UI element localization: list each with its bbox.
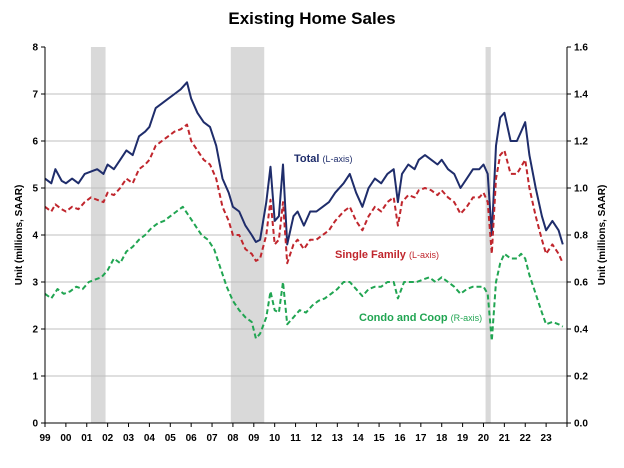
right-tick-label: 1.2 xyxy=(574,137,588,148)
x-tick-label: 02 xyxy=(102,433,114,444)
x-tick-label: 22 xyxy=(520,433,532,444)
series-label-name: Condo and Coop xyxy=(359,312,451,324)
right-tick-label: 1.6 xyxy=(574,43,588,54)
x-tick-label: 08 xyxy=(227,433,239,444)
x-tick-label: 12 xyxy=(311,433,323,444)
series-label-name: Single Family xyxy=(335,249,409,261)
x-tick-label: 15 xyxy=(374,433,386,444)
x-tick-label: 19 xyxy=(457,433,469,444)
right-tick-label: 1.0 xyxy=(574,184,588,195)
right-tick-label: 0.6 xyxy=(574,278,588,289)
x-tick-label: 14 xyxy=(353,433,365,444)
series-label-single-family: Single Family (L-axis) xyxy=(335,249,439,261)
left-tick-label: 1 xyxy=(32,372,38,383)
left-tick-label: 6 xyxy=(32,137,38,148)
x-tick-label: 04 xyxy=(144,433,156,444)
left-tick-label: 4 xyxy=(32,231,38,242)
left-tick-label: 3 xyxy=(32,278,38,289)
left-tick-label: 7 xyxy=(32,90,38,101)
series-label-total: Total (L-axis) xyxy=(294,153,353,165)
x-tick-label: 07 xyxy=(206,433,218,444)
x-tick-label: 13 xyxy=(332,433,344,444)
right-tick-label: 1.4 xyxy=(574,90,588,101)
x-tick-label: 20 xyxy=(478,433,490,444)
series-line-condo-and-coop xyxy=(44,205,564,342)
x-tick-label: 01 xyxy=(81,433,93,444)
x-tick-label: 09 xyxy=(248,433,260,444)
series-label-axis-note: (L-axis) xyxy=(409,250,439,260)
x-tick-label: 11 xyxy=(290,433,301,444)
right-tick-label: 0.8 xyxy=(574,231,588,242)
left-tick-label: 5 xyxy=(32,184,38,195)
right-axis-label: Unit (millions, SAAR) xyxy=(597,185,608,286)
right-tick-label: 0.2 xyxy=(574,372,588,383)
x-tick-label: 21 xyxy=(499,433,511,444)
x-tick-label: 18 xyxy=(436,433,448,444)
x-tick-label: 99 xyxy=(39,433,51,444)
series-line-total xyxy=(44,81,564,246)
series-label-axis-note: (L-axis) xyxy=(323,154,353,164)
x-tick-label: 03 xyxy=(123,433,135,444)
series-line-single-family xyxy=(44,123,564,265)
series-label-axis-note: (R-axis) xyxy=(451,313,483,323)
x-tick-label: 05 xyxy=(165,433,177,444)
x-tick-label: 17 xyxy=(415,433,427,444)
series-label-name: Total xyxy=(294,153,323,165)
left-tick-label: 8 xyxy=(32,43,38,54)
x-tick-label: 00 xyxy=(60,433,72,444)
left-tick-label: 2 xyxy=(32,325,38,336)
right-tick-label: 0.4 xyxy=(574,325,588,336)
x-tick-label: 16 xyxy=(394,433,406,444)
left-axis-label: Unit (millions, SAAR) xyxy=(14,185,25,286)
x-tick-label: 10 xyxy=(269,433,281,444)
left-tick-label: 0 xyxy=(32,419,38,430)
series-label-condo-and-coop: Condo and Coop (R-axis) xyxy=(359,312,482,324)
x-tick-label: 06 xyxy=(186,433,198,444)
chart-title: Existing Home Sales xyxy=(228,9,395,28)
x-tick-label: 23 xyxy=(541,433,553,444)
right-tick-label: 0.0 xyxy=(574,419,588,430)
